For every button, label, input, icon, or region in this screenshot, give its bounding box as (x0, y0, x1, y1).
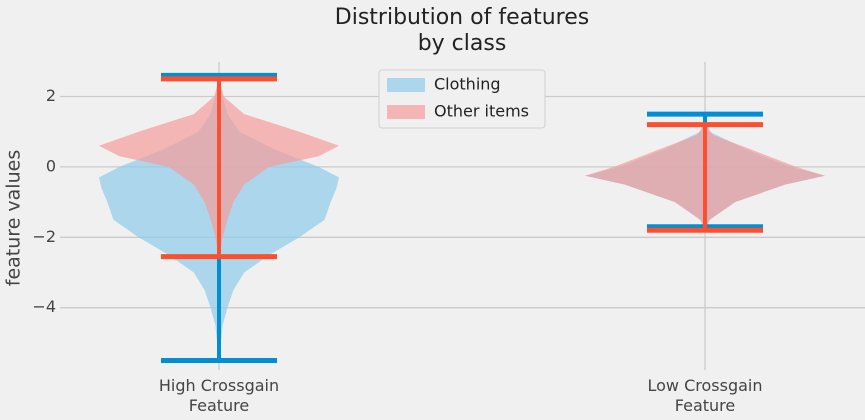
legend-swatch (387, 105, 425, 119)
y-tick-label: −4 (32, 297, 56, 316)
legend-label: Other items (434, 102, 529, 121)
y-tick-label: 2 (46, 86, 56, 105)
y-axis-label: feature values (3, 150, 25, 286)
legend: Clothing Other items (378, 69, 546, 129)
y-tick-label: −2 (32, 227, 56, 246)
x-tick-label: High Crossgain Feature (159, 376, 279, 415)
x-tick-label: Low Crossgain Feature (648, 376, 763, 415)
y-tick-label: 0 (46, 156, 56, 175)
legend-swatch (387, 78, 425, 92)
legend-label: Clothing (434, 75, 501, 94)
chart-title: Distribution of features by class (335, 5, 589, 56)
